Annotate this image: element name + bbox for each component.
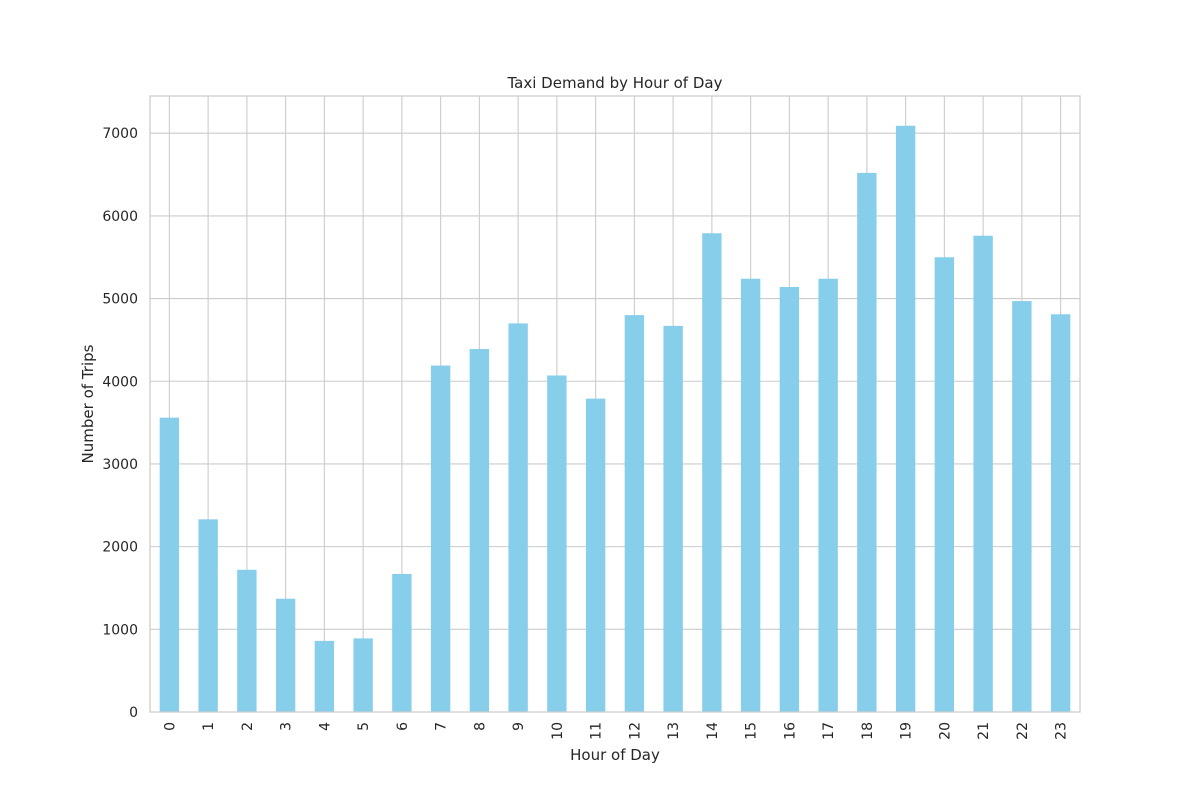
y-tick-label: 7000 [102, 126, 138, 142]
x-tick-label: 18 [860, 722, 876, 740]
x-tick-label: 2 [240, 722, 256, 731]
y-tick-label: 1000 [102, 622, 138, 638]
x-tick-label: 4 [317, 722, 333, 731]
y-axis-label: Number of Trips [79, 344, 97, 463]
y-tick-label: 0 [129, 705, 138, 721]
bar-hour-20 [934, 257, 955, 712]
x-tick-label: 9 [511, 722, 527, 731]
x-tick-label: 1 [201, 722, 217, 731]
y-tick-label: 3000 [102, 457, 138, 473]
bar-hour-9 [508, 323, 528, 712]
x-tick-label: 22 [1015, 722, 1031, 740]
x-axis-ticks: 0 1 2 3 4 5 6 7 8 9 10 11 12 13 14 15 16 17 18 19 20 21 22 23 [162, 722, 1069, 740]
x-tick-label: 5 [356, 722, 372, 731]
bar-hour-21 [973, 235, 993, 712]
bar-hour-0 [159, 417, 180, 712]
bar-hour-3 [275, 598, 296, 712]
bars [159, 125, 1071, 713]
bar-hour-7 [430, 365, 451, 712]
x-tick-label: 7 [434, 722, 450, 731]
y-axis-ticks: 0 1000 2000 3000 4000 5000 6000 7000 [102, 126, 138, 721]
x-tick-label: 19 [899, 722, 915, 740]
x-tick-label: 10 [550, 722, 566, 740]
x-tick-label: 17 [821, 722, 837, 740]
bar-hour-10 [547, 375, 567, 712]
bar-hour-8 [469, 349, 490, 712]
bar-hour-19 [895, 125, 916, 713]
bar-hour-2 [237, 569, 257, 712]
bar-hour-23 [1050, 314, 1071, 712]
x-tick-label: 20 [937, 722, 953, 740]
x-tick-label: 11 [589, 722, 605, 740]
y-tick-label: 2000 [102, 540, 138, 556]
x-tick-label: 6 [395, 722, 411, 731]
x-tick-label: 21 [976, 722, 992, 740]
x-tick-label: 3 [279, 722, 295, 731]
bar-hour-17 [818, 278, 838, 712]
y-tick-label: 4000 [102, 374, 138, 390]
bar-hour-12 [624, 315, 645, 712]
plot-frame [149, 95, 1081, 713]
bar-hour-4 [314, 640, 335, 712]
x-tick-label: 0 [162, 722, 178, 731]
x-axis-label: Hour of Day [570, 746, 660, 764]
y-tick-label: 5000 [102, 292, 138, 308]
bar-hour-6 [392, 573, 412, 712]
chart-title: Taxi Demand by Hour of Day [507, 74, 723, 92]
bar-hour-22 [1012, 301, 1032, 712]
y-tick-label: 6000 [102, 209, 138, 225]
bar-hour-13 [663, 325, 683, 712]
x-tick-label: 16 [782, 722, 798, 740]
bar-hour-14 [702, 233, 722, 712]
bar-hour-1 [198, 519, 218, 712]
bar-hour-5 [353, 638, 373, 712]
x-tick-label: 8 [472, 722, 488, 731]
x-tick-label: 13 [666, 722, 682, 740]
x-tick-label: 15 [744, 722, 760, 740]
bar-hour-15 [740, 278, 761, 712]
bar-hour-16 [779, 287, 800, 712]
x-tick-label: 23 [1054, 722, 1070, 740]
x-tick-label: 12 [627, 722, 643, 740]
x-tick-label: 14 [705, 722, 721, 740]
bar-hour-11 [585, 398, 606, 712]
bar-hour-18 [857, 172, 877, 713]
